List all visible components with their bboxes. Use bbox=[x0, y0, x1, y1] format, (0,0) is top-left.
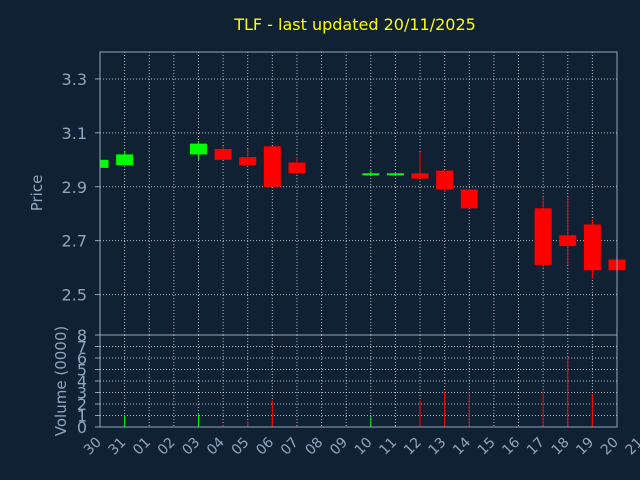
volume-tick-label: 4 bbox=[77, 372, 87, 391]
candle-body bbox=[116, 154, 134, 166]
price-tick-label: 2.7 bbox=[62, 232, 87, 251]
candle-body bbox=[460, 189, 478, 209]
price-tick-label: 3.1 bbox=[62, 124, 87, 143]
volume-tick-label: 6 bbox=[77, 349, 87, 368]
candle-body bbox=[559, 235, 577, 247]
candle-body bbox=[263, 146, 281, 187]
volume-tick-label: 8 bbox=[77, 326, 87, 345]
candle-body bbox=[386, 173, 404, 176]
candle-body bbox=[411, 173, 429, 179]
price-axis-title: Price bbox=[28, 175, 46, 212]
volume-axis-title: Volume (0000) bbox=[52, 326, 70, 436]
candle-body bbox=[239, 157, 257, 166]
price-plot-area bbox=[100, 52, 617, 335]
volume-tick-label: 5 bbox=[77, 361, 87, 380]
volume-panel-border bbox=[99, 334, 618, 428]
candle-body bbox=[436, 170, 454, 190]
x-axis-title: Day bbox=[334, 459, 362, 475]
chart-title: TLF - last updated 20/11/2025 bbox=[233, 15, 476, 34]
candle-body bbox=[534, 208, 552, 265]
volume-tick-label: 7 bbox=[77, 338, 87, 357]
candle-body bbox=[189, 143, 207, 155]
candle-body bbox=[214, 149, 232, 160]
candle-body bbox=[583, 224, 601, 271]
volume-tick-label: 3 bbox=[77, 384, 87, 403]
price-panel: 2.5 2.7 2.9 3.1 3.3 bbox=[62, 51, 626, 336]
volume-tick-label: 2 bbox=[77, 395, 87, 414]
price-tick-label: 2.9 bbox=[62, 178, 87, 197]
price-tick-label: 3.3 bbox=[62, 70, 87, 89]
volume-tick-label: 1 bbox=[77, 407, 87, 426]
volume-tick-label: 0 bbox=[77, 418, 87, 437]
price-tick-label: 2.5 bbox=[62, 286, 87, 305]
candle-body bbox=[100, 159, 109, 168]
candle-body bbox=[288, 162, 306, 174]
candle-body bbox=[362, 173, 380, 176]
